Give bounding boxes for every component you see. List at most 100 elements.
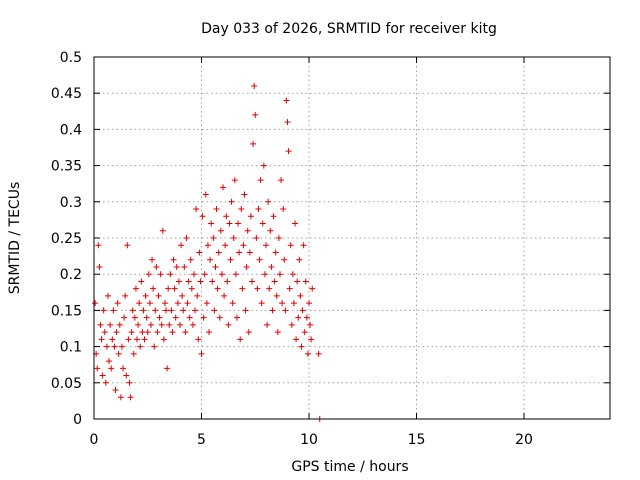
data-point [265,198,272,205]
data-point [95,242,102,249]
data-point [210,235,217,241]
data-point [104,292,111,299]
data-point [122,292,129,299]
data-point [96,263,103,270]
data-point [253,235,260,241]
y-tick-labels: 0 0.05 0.1 0.15 0.2 0.25 0.3 0.35 0.4 0.45 0.5 [51,50,82,428]
data-point [241,191,248,198]
data-point [222,242,229,249]
data-point [301,329,308,336]
data-point [108,365,115,372]
data-point [302,278,309,285]
data-point [303,314,310,321]
data-point [261,271,268,278]
data-point [154,329,161,336]
data-point [155,292,162,299]
data-point [288,321,295,328]
data-point [158,321,165,328]
data-point [258,300,265,307]
data-point [129,307,136,314]
data-point [268,263,275,270]
y-tick-label: 0.5 [60,50,82,66]
data-point [179,292,186,299]
data-point [137,343,144,350]
y-tick-label: 0.25 [51,231,82,247]
data-point [240,242,247,249]
data-point [135,321,142,328]
data-point [252,111,259,118]
data-point [275,235,282,241]
data-point [153,263,160,270]
data-point [279,300,286,307]
data-point [115,350,122,357]
data-point [214,285,221,292]
data-point [247,213,254,220]
y-tick-label: 0.1 [60,340,82,356]
data-point [195,336,202,343]
data-point [273,292,280,299]
data-point [239,285,246,292]
data-point [99,372,106,379]
data-point [245,329,252,336]
data-point [257,177,264,184]
x-tick-label: 15 [408,432,426,448]
chart-title: Day 033 of 2026, SRMTID for receiver kit… [201,21,497,37]
data-point [269,307,276,314]
x-tick-labels: 0 5 10 15 20 [90,432,533,448]
data-point [228,198,235,205]
data-point [127,394,134,401]
data-point [213,206,220,213]
data-point [221,292,228,299]
data-point [250,140,257,147]
data-point [232,271,239,278]
data-point [276,271,283,278]
data-point [128,329,135,336]
data-point [130,350,137,357]
data-point [187,256,194,263]
data-point [271,278,278,285]
data-point [266,285,273,292]
data-point [143,314,150,321]
data-point [169,329,176,336]
data-point [145,271,152,278]
data-point [131,314,138,321]
data-point [244,227,251,234]
data-point [110,307,117,314]
data-point [292,220,299,227]
data-point [270,213,277,220]
x-tick-label: 20 [515,432,533,448]
data-point [97,321,104,328]
x-axis-label: GPS time / hours [291,459,408,475]
data-point [147,321,154,328]
axis-ticks [93,56,610,420]
data-point [144,329,151,336]
data-point [249,278,256,285]
data-point [139,329,146,336]
data-point [172,314,179,321]
data-point [171,285,178,292]
data-point [182,329,189,336]
data-point [192,307,199,314]
data-point [197,278,204,285]
data-point [106,358,113,365]
data-point [282,307,289,314]
data-point [297,292,304,299]
data-point [235,220,242,227]
data-point [223,213,230,220]
data-point [283,97,290,104]
data-point [199,213,206,220]
data-point [184,300,191,307]
data-point [220,184,226,191]
y-tick-label: 0.3 [60,195,82,211]
y-tick-label: 0.05 [51,376,82,392]
grid-lines [94,57,610,419]
y-tick-label: 0.4 [60,122,82,138]
data-point [225,321,232,328]
data-point [284,119,291,126]
data-point [190,271,197,278]
data-point [204,242,211,249]
data-point [193,206,200,213]
data-point [156,314,163,321]
data-point [296,256,303,263]
data-point [206,329,213,336]
